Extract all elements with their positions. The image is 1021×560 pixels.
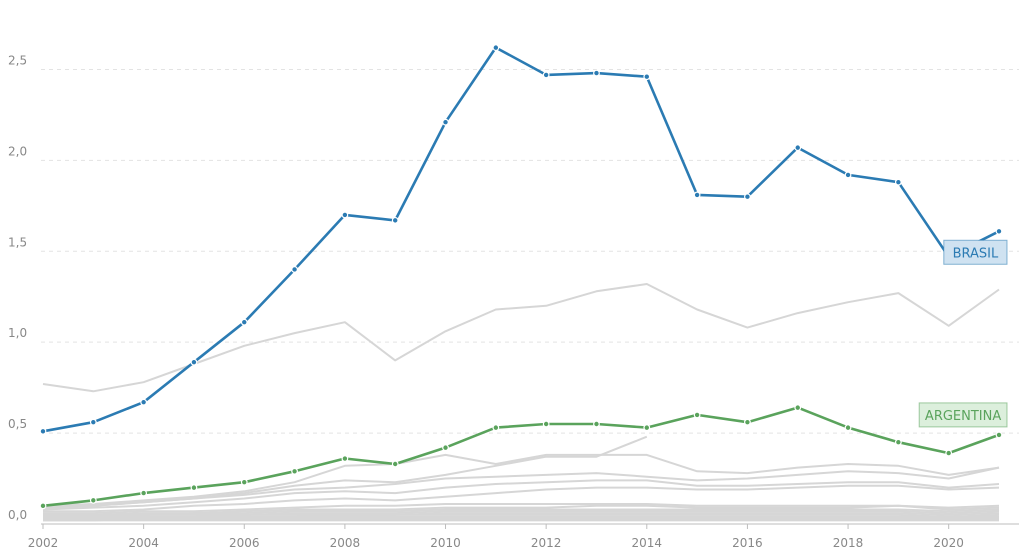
data-point-argentina[interactable]	[844, 424, 852, 432]
data-point-argentina[interactable]	[693, 411, 701, 419]
series-labels: BRASIL ARGENTINA	[918, 239, 1008, 428]
data-point-argentina[interactable]	[391, 460, 399, 468]
y-tick-label: 2,5	[8, 53, 27, 67]
data-point-brasil[interactable]	[492, 44, 500, 52]
y-tick: 1,5	[8, 235, 27, 249]
x-tick-label: 2012	[531, 536, 562, 550]
x-tick: 2012	[531, 524, 562, 550]
background-series-line	[42, 466, 1000, 509]
data-point-argentina[interactable]	[291, 467, 298, 475]
series-label-box	[918, 402, 1008, 428]
data-point-argentina[interactable]	[341, 455, 349, 462]
data-point-brasil[interactable]	[693, 191, 701, 199]
x-tick: 2014	[632, 524, 663, 550]
background-series-line	[42, 479, 1000, 511]
x-tick-label: 2006	[229, 536, 260, 550]
series-label-box	[943, 239, 1008, 265]
data-point-argentina[interactable]	[240, 478, 248, 486]
data-point-brasil[interactable]	[190, 358, 198, 366]
data-point-argentina[interactable]	[442, 444, 449, 452]
y-tick-label: 1,5	[8, 235, 27, 249]
x-tick: 2008	[330, 524, 361, 550]
series-line-argentina	[42, 406, 1000, 508]
background-series-line	[43, 503, 1000, 515]
data-point-brasil[interactable]	[542, 71, 550, 79]
highlight-series-group	[39, 44, 1003, 510]
x-tick: 2006	[229, 524, 260, 550]
data-point-brasil[interactable]	[593, 69, 600, 77]
data-point-argentina[interactable]	[190, 484, 198, 492]
x-tick: 2004	[128, 524, 159, 550]
background-series-line	[43, 510, 1000, 518]
data-point-brasil[interactable]	[844, 171, 852, 179]
data-point-argentina[interactable]	[542, 420, 550, 428]
x-tick-label: 2016	[732, 536, 763, 550]
data-point-brasil[interactable]	[894, 178, 902, 186]
data-point-brasil[interactable]	[39, 427, 47, 435]
x-tick-label: 2010	[430, 536, 461, 550]
x-tick: 2020	[933, 524, 964, 550]
data-point-argentina[interactable]	[89, 496, 97, 504]
x-tick-label: 2020	[933, 536, 964, 550]
data-point-argentina[interactable]	[593, 420, 600, 428]
series-label-brasil: BRASIL	[943, 239, 1008, 265]
background-series-line	[43, 508, 1000, 516]
y-tick: 0,5	[8, 417, 27, 431]
x-tick-label: 2002	[28, 536, 59, 550]
x-tick-label: 2018	[833, 536, 864, 550]
data-point-argentina[interactable]	[894, 438, 902, 446]
data-point-brasil[interactable]	[341, 211, 349, 219]
data-point-brasil[interactable]	[643, 73, 651, 81]
y-tick-label: 0,5	[8, 417, 27, 431]
y-tick: 2,0	[8, 144, 27, 158]
grid-lines	[41, 68, 1019, 525]
data-point-brasil[interactable]	[89, 418, 97, 426]
data-point-argentina[interactable]	[945, 449, 953, 457]
data-point-brasil[interactable]	[794, 144, 802, 152]
x-tick: 2016	[732, 524, 763, 550]
data-point-brasil[interactable]	[140, 398, 148, 406]
background-series-group	[42, 283, 1000, 522]
y-tick: 1,0	[8, 326, 27, 340]
y-tick-label: 2,0	[8, 144, 27, 158]
x-tick-label: 2008	[330, 536, 361, 550]
series-label-text: ARGENTINA	[925, 409, 1001, 424]
data-point-argentina[interactable]	[39, 502, 47, 510]
data-point-brasil[interactable]	[391, 216, 399, 224]
y-tick-label: 1,0	[8, 326, 27, 340]
data-point-argentina[interactable]	[794, 404, 802, 412]
background-series-line	[43, 513, 1000, 520]
y-tick: 0,0	[8, 508, 27, 522]
series-label-argentina: ARGENTINA	[918, 402, 1008, 428]
data-point-brasil[interactable]	[744, 193, 751, 201]
y-tick: 2,5	[8, 53, 27, 67]
background-series-line	[43, 517, 999, 522]
data-point-brasil[interactable]	[291, 266, 298, 273]
data-point-argentina[interactable]	[492, 424, 500, 432]
x-tick: 2002	[28, 524, 59, 550]
y-axis: 0,0 0,5 1,0 1,5 2,0 2,5	[8, 53, 27, 522]
series-label-text: BRASIL	[953, 246, 999, 261]
background-series-line	[42, 453, 1000, 507]
data-point-argentina[interactable]	[995, 431, 1003, 439]
series-line-brasil	[42, 46, 1000, 433]
x-tick-label: 2004	[128, 536, 159, 550]
data-point-argentina[interactable]	[643, 424, 651, 432]
background-series-line	[42, 283, 1000, 393]
background-series-line	[43, 484, 1000, 513]
x-tick-label: 2014	[632, 536, 663, 550]
data-point-argentina[interactable]	[140, 489, 148, 497]
background-series-line	[42, 435, 648, 509]
data-point-brasil[interactable]	[240, 318, 248, 326]
data-point-brasil[interactable]	[995, 227, 1003, 235]
data-point-brasil[interactable]	[442, 118, 449, 126]
x-tick: 2018	[833, 524, 864, 550]
x-axis: 2002 2004 2006 2008 2010 2012 2014 2016 2018 2020	[28, 524, 964, 550]
x-tick: 2010	[430, 524, 461, 550]
data-point-argentina[interactable]	[744, 418, 751, 426]
y-tick-label: 0,0	[8, 508, 27, 522]
